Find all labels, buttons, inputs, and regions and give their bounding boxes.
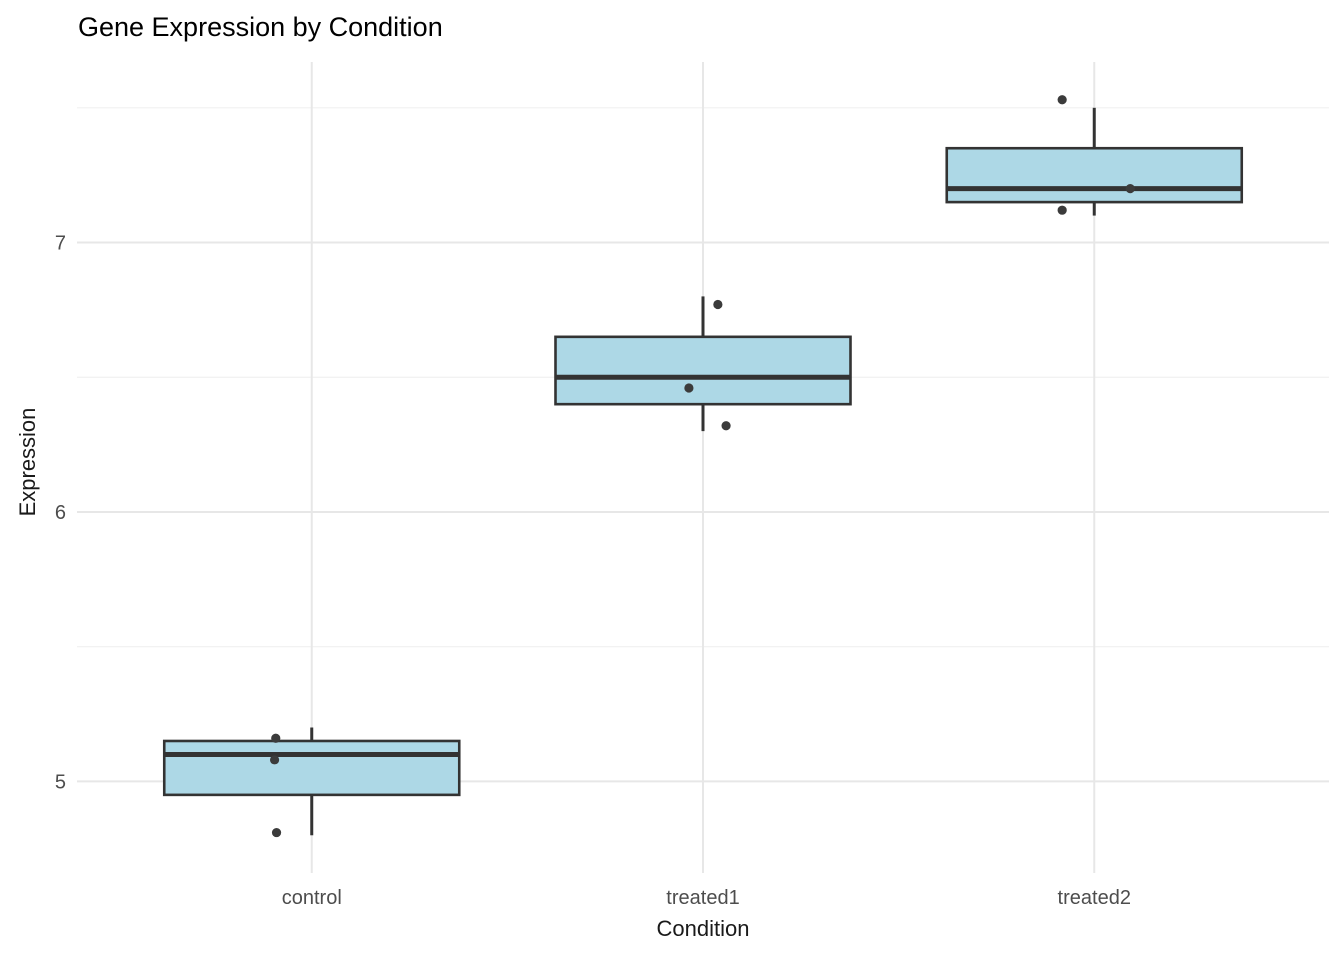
y-tick-label: 7: [55, 233, 66, 255]
y-tick-label: 5: [55, 771, 66, 793]
x-tick-label: treated2: [1058, 887, 1131, 909]
chart-title: Gene Expression by Condition: [78, 12, 443, 42]
jitter-point: [1125, 184, 1135, 194]
box-treated1: [554, 335, 852, 406]
jitter-point: [271, 827, 282, 838]
jitter-point: [684, 383, 694, 393]
jitter-point: [721, 421, 731, 431]
x-tick-label: control: [282, 887, 342, 909]
jitter-point: [1057, 205, 1067, 215]
jitter-point: [713, 299, 723, 310]
jitter-point: [269, 755, 280, 765]
box-treated2: [945, 146, 1244, 204]
x-axis-title: Condition: [656, 916, 750, 941]
box-control: [162, 739, 461, 797]
x-tick-label: treated1: [666, 887, 739, 909]
jitter-point: [271, 733, 281, 743]
jitter-point: [1057, 95, 1067, 105]
y-tick-label: 6: [55, 502, 66, 524]
